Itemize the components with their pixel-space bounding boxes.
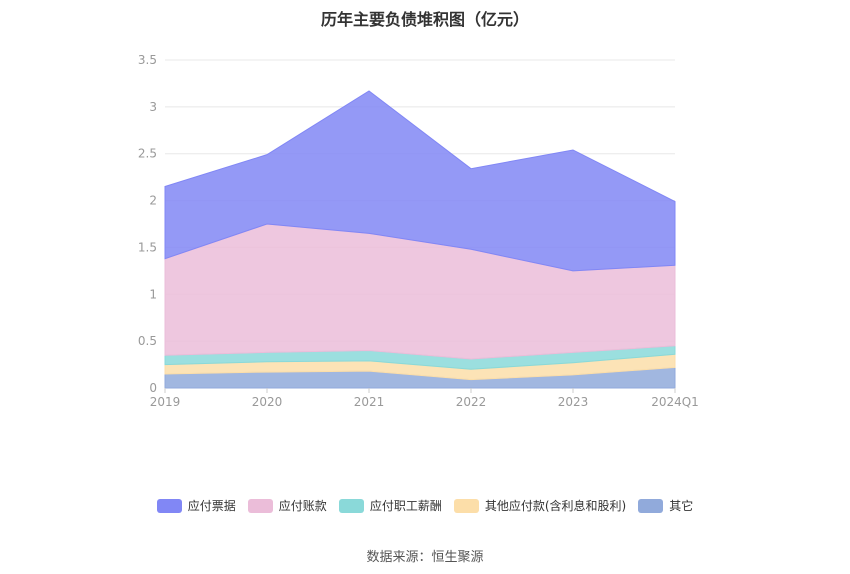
legend-swatch bbox=[156, 498, 182, 513]
legend-swatch bbox=[453, 498, 479, 513]
y-tick-label: 1.5 bbox=[138, 240, 157, 254]
y-axis: 0 0.5 1 1.5 2 2.5 3 3.5 bbox=[138, 53, 157, 395]
area-series-4[interactable] bbox=[164, 90, 676, 272]
y-tick-label: 3.5 bbox=[138, 53, 157, 67]
x-tick-label: 2019 bbox=[150, 395, 181, 409]
y-tick-label: 2 bbox=[149, 194, 157, 208]
x-tick-label: 2024Q1 bbox=[651, 395, 699, 409]
data-source: 数据来源：恒生聚源 bbox=[366, 550, 484, 565]
x-tick-label: 2021 bbox=[354, 395, 385, 409]
x-tick-label: 2020 bbox=[252, 395, 283, 409]
legend-swatch bbox=[338, 498, 364, 513]
legend-item-employee-payable[interactable]: 应付职工薪酬 bbox=[338, 497, 442, 514]
legend-item-notes-payable[interactable]: 应付票据 bbox=[156, 497, 236, 514]
legend-item-other-payable[interactable]: 其他应付款(含利息和股利) bbox=[453, 497, 627, 514]
legend-label: 应付票据 bbox=[187, 499, 236, 513]
chart-title: 历年主要负债堆积图（亿元） bbox=[320, 10, 529, 29]
legend-item-accounts-payable[interactable]: 应付账款 bbox=[247, 497, 327, 514]
x-tick-label: 2022 bbox=[456, 395, 487, 409]
legend: 应付票据 应付账款 应付职工薪酬 其他应付款(含利息和股利) 其它 bbox=[0, 497, 850, 514]
legend-swatch bbox=[247, 498, 273, 513]
legend-swatch bbox=[638, 498, 664, 513]
legend-label: 应付职工薪酬 bbox=[369, 499, 442, 513]
y-tick-label: 1 bbox=[149, 287, 157, 301]
area-series bbox=[164, 90, 676, 389]
y-tick-label: 0.5 bbox=[138, 334, 157, 348]
y-tick-label: 2.5 bbox=[138, 147, 157, 161]
y-tick-label: 0 bbox=[149, 381, 157, 395]
y-tick-label: 3 bbox=[149, 100, 157, 114]
legend-label: 应付账款 bbox=[278, 499, 327, 513]
x-axis: 2019 2020 2021 2022 2023 2024Q1 bbox=[150, 388, 699, 409]
legend-label: 其他应付款(含利息和股利) bbox=[484, 499, 627, 513]
legend-item-others[interactable]: 其它 bbox=[638, 497, 693, 514]
x-tick-label: 2023 bbox=[558, 395, 589, 409]
legend-label: 其它 bbox=[669, 499, 694, 513]
